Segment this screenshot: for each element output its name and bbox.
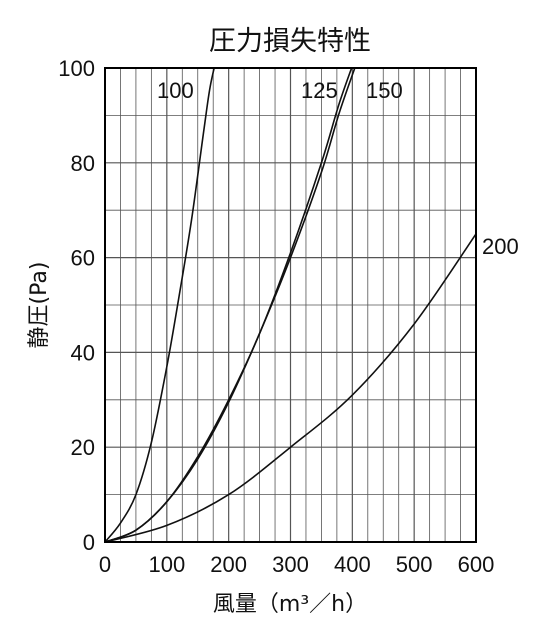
x-tick-label: 400 <box>334 552 371 577</box>
x-tick-label: 100 <box>148 552 185 577</box>
series-label-125: 125 <box>301 78 338 103</box>
y-tick-label: 100 <box>58 56 95 81</box>
x-tick-label: 200 <box>210 552 247 577</box>
axis-ticks: 0 100 200 300 400 500 600 0 20 40 60 80 100 <box>58 56 494 577</box>
curves <box>105 68 476 542</box>
y-tick-label: 40 <box>71 340 95 365</box>
series-line-150 <box>105 68 356 542</box>
series-line-125 <box>105 68 353 542</box>
series-label-150: 150 <box>366 78 403 103</box>
grid <box>105 68 476 542</box>
series-label-200: 200 <box>482 234 519 259</box>
x-axis-label: 風量（m³／h） <box>213 592 367 617</box>
y-axis-label: 静圧(Pa) <box>27 262 52 349</box>
x-tick-label: 500 <box>396 552 433 577</box>
chart-title: 圧力損失特性 <box>209 26 371 57</box>
series-label-100: 100 <box>157 78 194 103</box>
y-tick-label: 80 <box>71 151 95 176</box>
series-line-100 <box>105 68 215 542</box>
x-tick-label: 300 <box>272 552 309 577</box>
series-line-200 <box>105 233 476 542</box>
y-tick-label: 20 <box>71 435 95 460</box>
x-tick-label: 600 <box>458 552 495 577</box>
y-tick-label: 60 <box>71 246 95 271</box>
x-tick-label: 0 <box>99 552 111 577</box>
plot-frame <box>104 67 477 543</box>
y-tick-label: 0 <box>83 530 95 555</box>
